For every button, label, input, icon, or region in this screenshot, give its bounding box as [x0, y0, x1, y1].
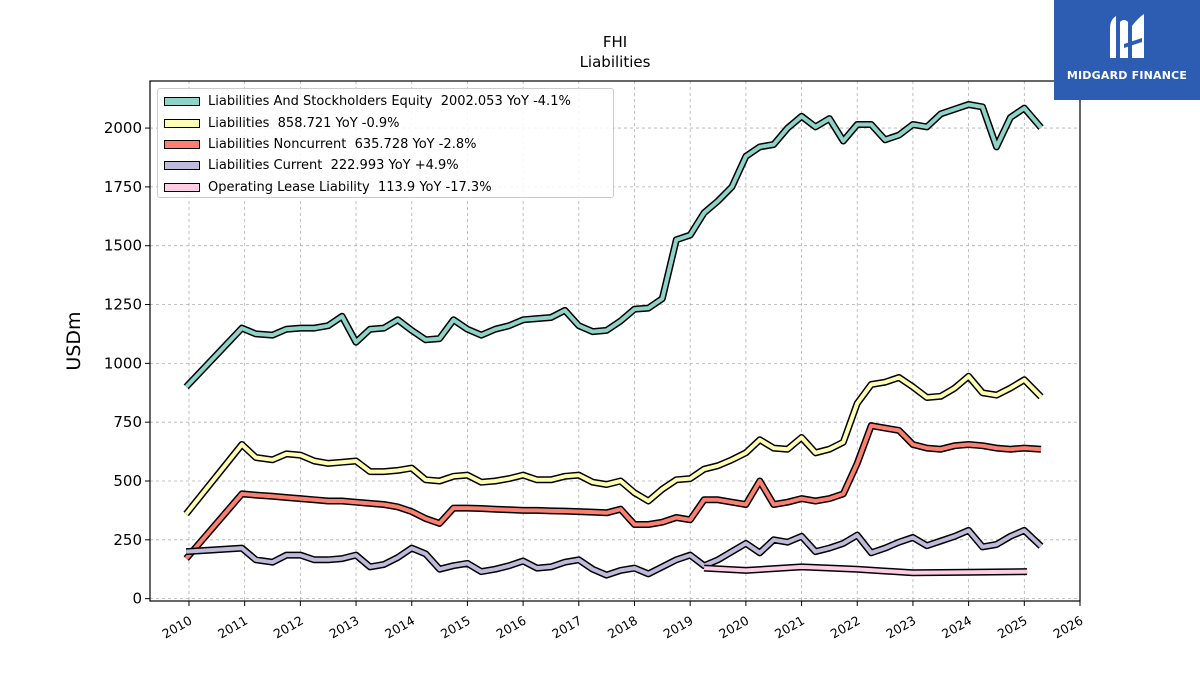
- brand-name: MIDGARD FINANCE: [1066, 69, 1188, 82]
- x-tick-label: 2017: [549, 613, 584, 642]
- brand-logo: MIDGARD FINANCE: [1054, 0, 1200, 100]
- legend-swatch-noncurrent: [164, 139, 200, 149]
- series-line-liabilities-current: [186, 528, 1043, 578]
- x-tick-label: 2023: [883, 613, 918, 642]
- y-tick-label: 1250: [104, 296, 142, 314]
- y-tick-label: 2000: [104, 119, 142, 137]
- x-tick-label: 2020: [716, 613, 751, 642]
- x-tick-label: 2012: [271, 613, 306, 642]
- x-tick-label: 2025: [995, 613, 1030, 642]
- x-tick-label: 2010: [159, 613, 194, 642]
- legend-label: Liabilities Current 222.993 YoY +4.9%: [208, 158, 459, 174]
- x-tick-label: 2011: [215, 613, 250, 642]
- x-tick-label: 2013: [326, 613, 361, 642]
- x-tick-label: 2024: [939, 613, 974, 642]
- x-tick-label: 2018: [605, 613, 640, 642]
- y-tick-label: 0: [132, 590, 142, 608]
- y-tick-label: 1500: [104, 237, 142, 255]
- y-tick-label: 250: [113, 531, 142, 549]
- series-layer: [183, 101, 1044, 579]
- y-axis: 0 250 500 750 1000 1250 1500 1750 2000: [104, 119, 150, 608]
- chart-legend: Liabilities And Stockholders Equity 2002…: [157, 88, 614, 198]
- midgard-logo-icon: [1110, 14, 1144, 58]
- legend-swatch-current: [164, 161, 200, 171]
- y-tick-label: 750: [113, 413, 142, 431]
- legend-label: Liabilities And Stockholders Equity 2002…: [208, 94, 571, 110]
- x-tick-label: 2021: [772, 613, 807, 642]
- chart-title: FHI: [603, 33, 627, 51]
- legend-item: Liabilities And Stockholders Equity 2002…: [164, 91, 607, 112]
- series-line-liabilities-and-stockholders-equity: [184, 102, 1043, 389]
- series-line-liabilities-noncurrent: [184, 423, 1042, 560]
- chart-subtitle: Liabilities: [580, 53, 651, 71]
- y-tick-label: 500: [113, 472, 142, 490]
- series-line-operating-lease-liability: [703, 564, 1028, 575]
- x-tick-label: 2026: [1050, 613, 1085, 642]
- legend-swatch-equity: [164, 97, 200, 107]
- legend-item: Liabilities Current 222.993 YoY +4.9%: [164, 155, 607, 176]
- x-tick-label: 2016: [494, 613, 529, 642]
- y-tick-label: 1000: [104, 354, 142, 372]
- legend-label: Liabilities Noncurrent 635.728 YoY -2.8%: [208, 136, 477, 152]
- x-tick-label: 2014: [382, 613, 417, 642]
- plot-frame: [149, 80, 1081, 602]
- x-tick-label: 2022: [828, 613, 863, 642]
- legend-swatch-liabilities: [164, 118, 200, 128]
- y-axis-label: USDm: [63, 311, 85, 370]
- legend-item: Liabilities Noncurrent 635.728 YoY -2.8%: [164, 134, 607, 155]
- legend-label: Liabilities 858.721 YoY -0.9%: [208, 115, 400, 131]
- y-tick-label: 1750: [104, 178, 142, 196]
- legend-swatch-lease: [164, 182, 200, 192]
- x-axis: 2010 2011 2012 2013 2014 2015 2016 2017 2018 2019…: [159, 601, 1086, 642]
- legend-item: Operating Lease Liability 113.9 YoY -17.…: [164, 177, 607, 198]
- series-line-liabilities: [184, 374, 1043, 516]
- legend-label: Operating Lease Liability 113.9 YoY -17.…: [208, 179, 492, 195]
- x-tick-label: 2019: [661, 613, 696, 642]
- x-tick-label: 2015: [438, 613, 473, 642]
- legend-item: Liabilities 858.721 YoY -0.9%: [164, 112, 607, 133]
